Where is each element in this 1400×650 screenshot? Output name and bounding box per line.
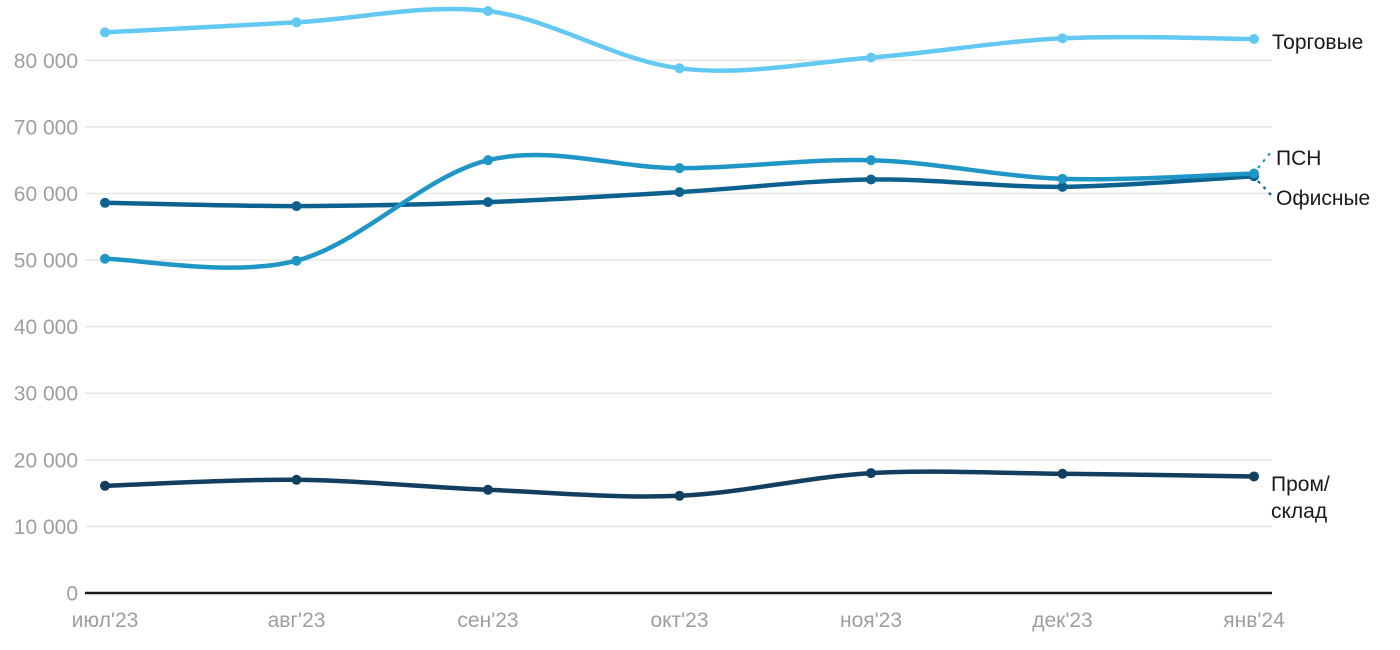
data-point-marker[interactable]: [1249, 33, 1259, 44]
data-point-marker[interactable]: [483, 155, 493, 166]
data-point-marker[interactable]: [674, 187, 685, 198]
data-point-marker[interactable]: [483, 484, 493, 495]
data-point-marker[interactable]: [866, 468, 876, 479]
x-tick-label: ноя'23: [840, 609, 902, 632]
data-point-marker[interactable]: [100, 197, 110, 208]
data-point-marker[interactable]: [100, 253, 110, 264]
series-ПСН: [100, 152, 1259, 270]
data-point-marker[interactable]: [1057, 173, 1068, 184]
y-tick-label: 80 000: [14, 50, 78, 73]
y-tick-label: 10 000: [14, 516, 78, 539]
psn-leader-line: [1257, 151, 1272, 169]
data-point-marker[interactable]: [674, 63, 685, 74]
ofisnye-leader-line: [1257, 180, 1272, 196]
gridlines: [85, 59, 1272, 595]
data-point-marker[interactable]: [483, 6, 493, 17]
series-label-prom-sklad: Пром/ склад: [1271, 471, 1330, 525]
series-label-psn: ПСН: [1276, 147, 1322, 170]
data-point-marker[interactable]: [291, 17, 302, 28]
y-tick-label: 0: [66, 583, 78, 606]
y-tick-label: 50 000: [14, 250, 78, 273]
x-tick-label: дек'23: [1032, 609, 1093, 632]
series-Пром/склад: [100, 468, 1259, 501]
data-point-marker[interactable]: [1057, 33, 1068, 44]
data-point-marker[interactable]: [674, 490, 685, 501]
x-tick-label: окт'23: [650, 609, 708, 632]
x-axis-tick-labels: июл'23 авг'23 сен'23 окт'23 ноя'23 дек'23 янв'…: [72, 609, 1285, 632]
series-label-ofisnye: Офисные: [1276, 187, 1371, 210]
series-line: [102, 6, 1257, 73]
data-point-marker[interactable]: [674, 163, 685, 174]
series-label-prom-sklad-line1: Пром/: [1271, 473, 1330, 496]
data-point-marker[interactable]: [100, 480, 110, 491]
data-point-marker[interactable]: [291, 201, 302, 212]
x-tick-label: авг'23: [268, 609, 326, 632]
data-point-marker[interactable]: [291, 474, 302, 485]
y-tick-label: 40 000: [14, 316, 78, 339]
x-tick-label: янв'24: [1223, 609, 1285, 632]
data-point-marker[interactable]: [291, 255, 302, 266]
data-point-marker[interactable]: [100, 27, 110, 38]
y-tick-label: 70 000: [14, 116, 78, 139]
series-Торговые: [100, 6, 1259, 74]
data-point-marker[interactable]: [866, 174, 876, 185]
data-point-marker[interactable]: [866, 155, 876, 166]
y-tick-label: 20 000: [14, 449, 78, 472]
data-point-marker[interactable]: [483, 197, 493, 208]
data-point-marker[interactable]: [1057, 468, 1068, 479]
y-axis-tick-labels: 0 10 000 20 000 30 000 40 000 50 000 60 000 70 …: [14, 50, 78, 606]
data-point-marker[interactable]: [1249, 471, 1259, 482]
y-tick-label: 30 000: [14, 383, 78, 406]
data-point-marker[interactable]: [1249, 168, 1259, 179]
series-label-torgovye: Торговые: [1272, 31, 1364, 54]
data-point-marker[interactable]: [1057, 181, 1068, 192]
x-tick-label: июл'23: [72, 609, 139, 632]
series-label-prom-sklad-line2: склад: [1271, 500, 1328, 523]
data-point-marker[interactable]: [866, 52, 876, 63]
x-tick-label: сен'23: [457, 609, 518, 632]
y-tick-label: 60 000: [14, 183, 78, 206]
